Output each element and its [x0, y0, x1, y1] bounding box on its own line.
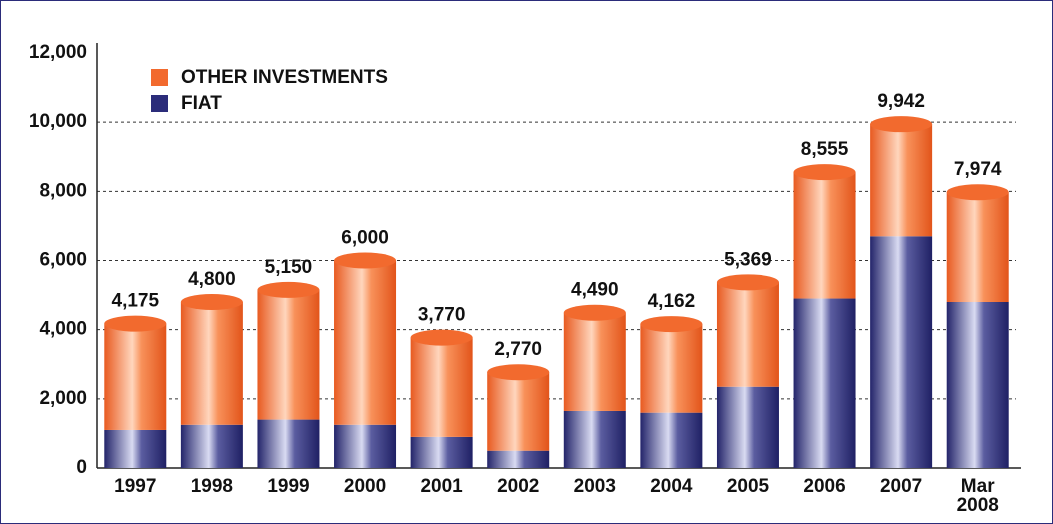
bar-segment	[410, 337, 473, 437]
value-label: 9,942	[877, 91, 925, 112]
value-label: 7,974	[954, 159, 1002, 180]
bar-top	[487, 364, 550, 381]
legend-label: FIAT	[181, 93, 222, 114]
x-tick-label: 2003	[573, 476, 616, 497]
legend-swatch	[151, 95, 168, 112]
legend-swatch	[151, 69, 168, 86]
bar-segment	[563, 410, 626, 468]
value-label: 3,770	[418, 305, 466, 326]
bar-segment	[104, 429, 167, 468]
x-tick-label: 2001	[420, 476, 463, 497]
x-tick-label: Mar 2008	[956, 476, 999, 516]
x-tick-label: 2002	[497, 476, 540, 497]
bar-top	[563, 304, 626, 321]
bar-top	[334, 252, 397, 269]
bar-top	[410, 329, 473, 346]
bar-segment	[334, 424, 397, 468]
bar-top	[257, 281, 320, 298]
y-tick-label: 0	[76, 457, 87, 478]
value-label: 2,770	[494, 339, 542, 360]
bar-segment	[716, 282, 779, 387]
bar-segment	[946, 192, 1009, 302]
value-label: 4,175	[112, 291, 160, 312]
y-tick-label: 4,000	[39, 319, 87, 340]
x-tick-label: 2005	[726, 476, 770, 497]
x-tick-label: 2007	[879, 476, 923, 497]
bar-segment	[793, 172, 856, 299]
value-label: 8,555	[801, 139, 849, 160]
bar-segment	[180, 424, 243, 468]
bar-top	[870, 116, 933, 133]
bar-segment	[104, 323, 167, 430]
value-label: 4,490	[571, 280, 619, 301]
y-tick-label: 8,000	[39, 180, 87, 201]
bar-segment	[793, 298, 856, 468]
bar-segment	[487, 372, 550, 451]
x-tick-label: 1997	[114, 476, 157, 497]
bar-segment	[640, 412, 703, 468]
x-tick-label: 1998	[190, 476, 234, 497]
x-tick-label: 2000	[343, 476, 387, 497]
bar-top	[946, 184, 1009, 201]
bar-top	[180, 294, 243, 310]
bar-segment	[410, 436, 473, 468]
y-tick-label: 12,000	[29, 42, 87, 63]
y-tick-label: 6,000	[39, 250, 87, 271]
bar-segment	[870, 124, 933, 237]
bar-segment	[257, 419, 320, 468]
y-tick-label: 10,000	[29, 111, 87, 132]
legend-label: OTHER INVESTMENTS	[181, 67, 388, 88]
bar-top	[640, 316, 703, 333]
bar-segment	[257, 289, 320, 420]
bar-top	[793, 164, 856, 181]
x-tick-label: 1999	[267, 476, 310, 497]
bar-segment	[870, 236, 933, 468]
bar-segment	[716, 386, 779, 468]
bar-segment	[487, 450, 550, 468]
x-tick-label: 2004	[650, 476, 693, 497]
bar-segment	[563, 312, 626, 411]
value-label: 6,000	[341, 228, 389, 249]
value-label: 5,150	[265, 257, 313, 278]
bar-segment	[946, 302, 1009, 468]
bar-segment	[180, 302, 243, 425]
value-label: 4,162	[648, 291, 696, 312]
x-tick-label: 2006	[803, 476, 846, 497]
value-label: 4,800	[188, 269, 236, 290]
bar-segment	[640, 324, 703, 413]
value-label: 5,369	[724, 249, 772, 270]
bar-segment	[334, 260, 397, 425]
y-tick-label: 2,000	[39, 388, 87, 409]
bar-top	[104, 315, 167, 332]
bar-top	[716, 274, 779, 291]
